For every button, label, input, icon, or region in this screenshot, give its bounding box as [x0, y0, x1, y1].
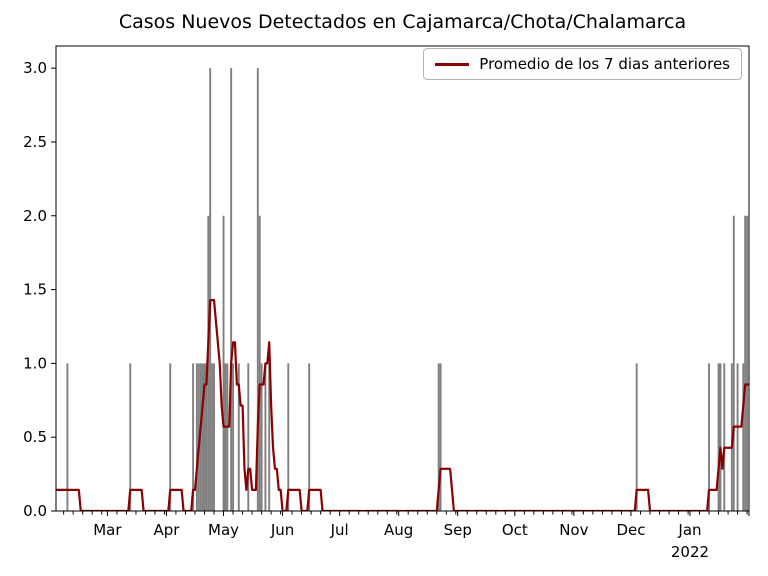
daily-cases-bar	[723, 363, 726, 511]
daily-cases-bar	[260, 363, 263, 511]
daily-cases-bar	[719, 363, 722, 511]
daily-cases-bar	[717, 363, 720, 511]
daily-cases-bar	[258, 215, 261, 511]
daily-cases-bar	[736, 363, 739, 511]
y-axis-label: 0.5	[23, 428, 47, 446]
x-axis-label: Jan	[677, 521, 701, 539]
daily-cases-bar	[195, 363, 198, 511]
daily-cases-bar	[635, 363, 638, 511]
daily-cases-bar	[209, 68, 212, 511]
daily-cases-bar	[708, 363, 710, 511]
y-axis-label: 1.0	[23, 354, 47, 372]
daily-cases-bar	[247, 363, 250, 511]
daily-cases-bar	[192, 363, 195, 511]
daily-cases-bar	[203, 363, 206, 511]
daily-cases-bar	[66, 363, 69, 511]
y-axis-label: 3.0	[23, 59, 47, 77]
daily-cases-bar	[201, 363, 204, 511]
daily-cases-bar	[732, 215, 735, 511]
legend: Promedio de los 7 dias anteriores	[423, 48, 742, 80]
y-axis-label: 2.0	[23, 207, 47, 225]
x-axis-label: Sep	[444, 521, 472, 539]
daily-cases-bar	[224, 363, 227, 511]
y-axis-label: 0.0	[23, 502, 47, 520]
daily-cases-bar	[226, 363, 229, 511]
daily-cases-bar	[232, 363, 235, 511]
daily-cases-bar	[211, 363, 214, 511]
daily-cases-bar	[287, 363, 290, 511]
daily-cases-bar	[256, 68, 259, 511]
x-axis-label: Nov	[559, 521, 588, 539]
x-axis-label: Jun	[270, 521, 294, 539]
daily-cases-bar	[230, 68, 233, 511]
x-axis-label: Jul	[330, 521, 349, 539]
x-axis-label: Mar	[93, 521, 122, 539]
daily-cases-bar	[222, 215, 225, 511]
daily-cases-bar	[742, 363, 745, 511]
x-axis-label: Apr	[153, 521, 180, 539]
average-line	[56, 299, 749, 511]
daily-cases-bar	[264, 363, 267, 511]
chart-title: Casos Nuevos Detectados en Cajamarca/Cho…	[118, 11, 687, 33]
daily-cases-bar	[746, 215, 749, 511]
x-axis-label: May	[208, 521, 239, 539]
daily-cases-bar	[237, 363, 240, 511]
x-axis-label: Aug	[384, 521, 413, 539]
plot-frame	[55, 45, 750, 512]
daily-cases-bar	[205, 363, 208, 511]
daily-cases-bar	[169, 363, 172, 511]
daily-cases-bar	[308, 363, 311, 511]
year-label: 2022	[671, 543, 709, 561]
x-axis-label: Oct	[502, 521, 528, 539]
y-axis-label: 2.5	[23, 133, 47, 151]
daily-cases-bar	[129, 363, 132, 511]
daily-cases-bar	[268, 363, 271, 511]
legend-line-sample	[435, 62, 470, 66]
daily-cases-bar	[744, 215, 747, 511]
daily-cases-bar	[437, 363, 440, 511]
daily-cases-bar	[439, 363, 442, 511]
y-axis-label: 1.5	[23, 281, 47, 299]
legend-label: Promedio de los 7 dias anteriores	[479, 55, 730, 73]
x-axis-label: Dec	[616, 521, 645, 539]
daily-cases-bar	[213, 363, 215, 511]
